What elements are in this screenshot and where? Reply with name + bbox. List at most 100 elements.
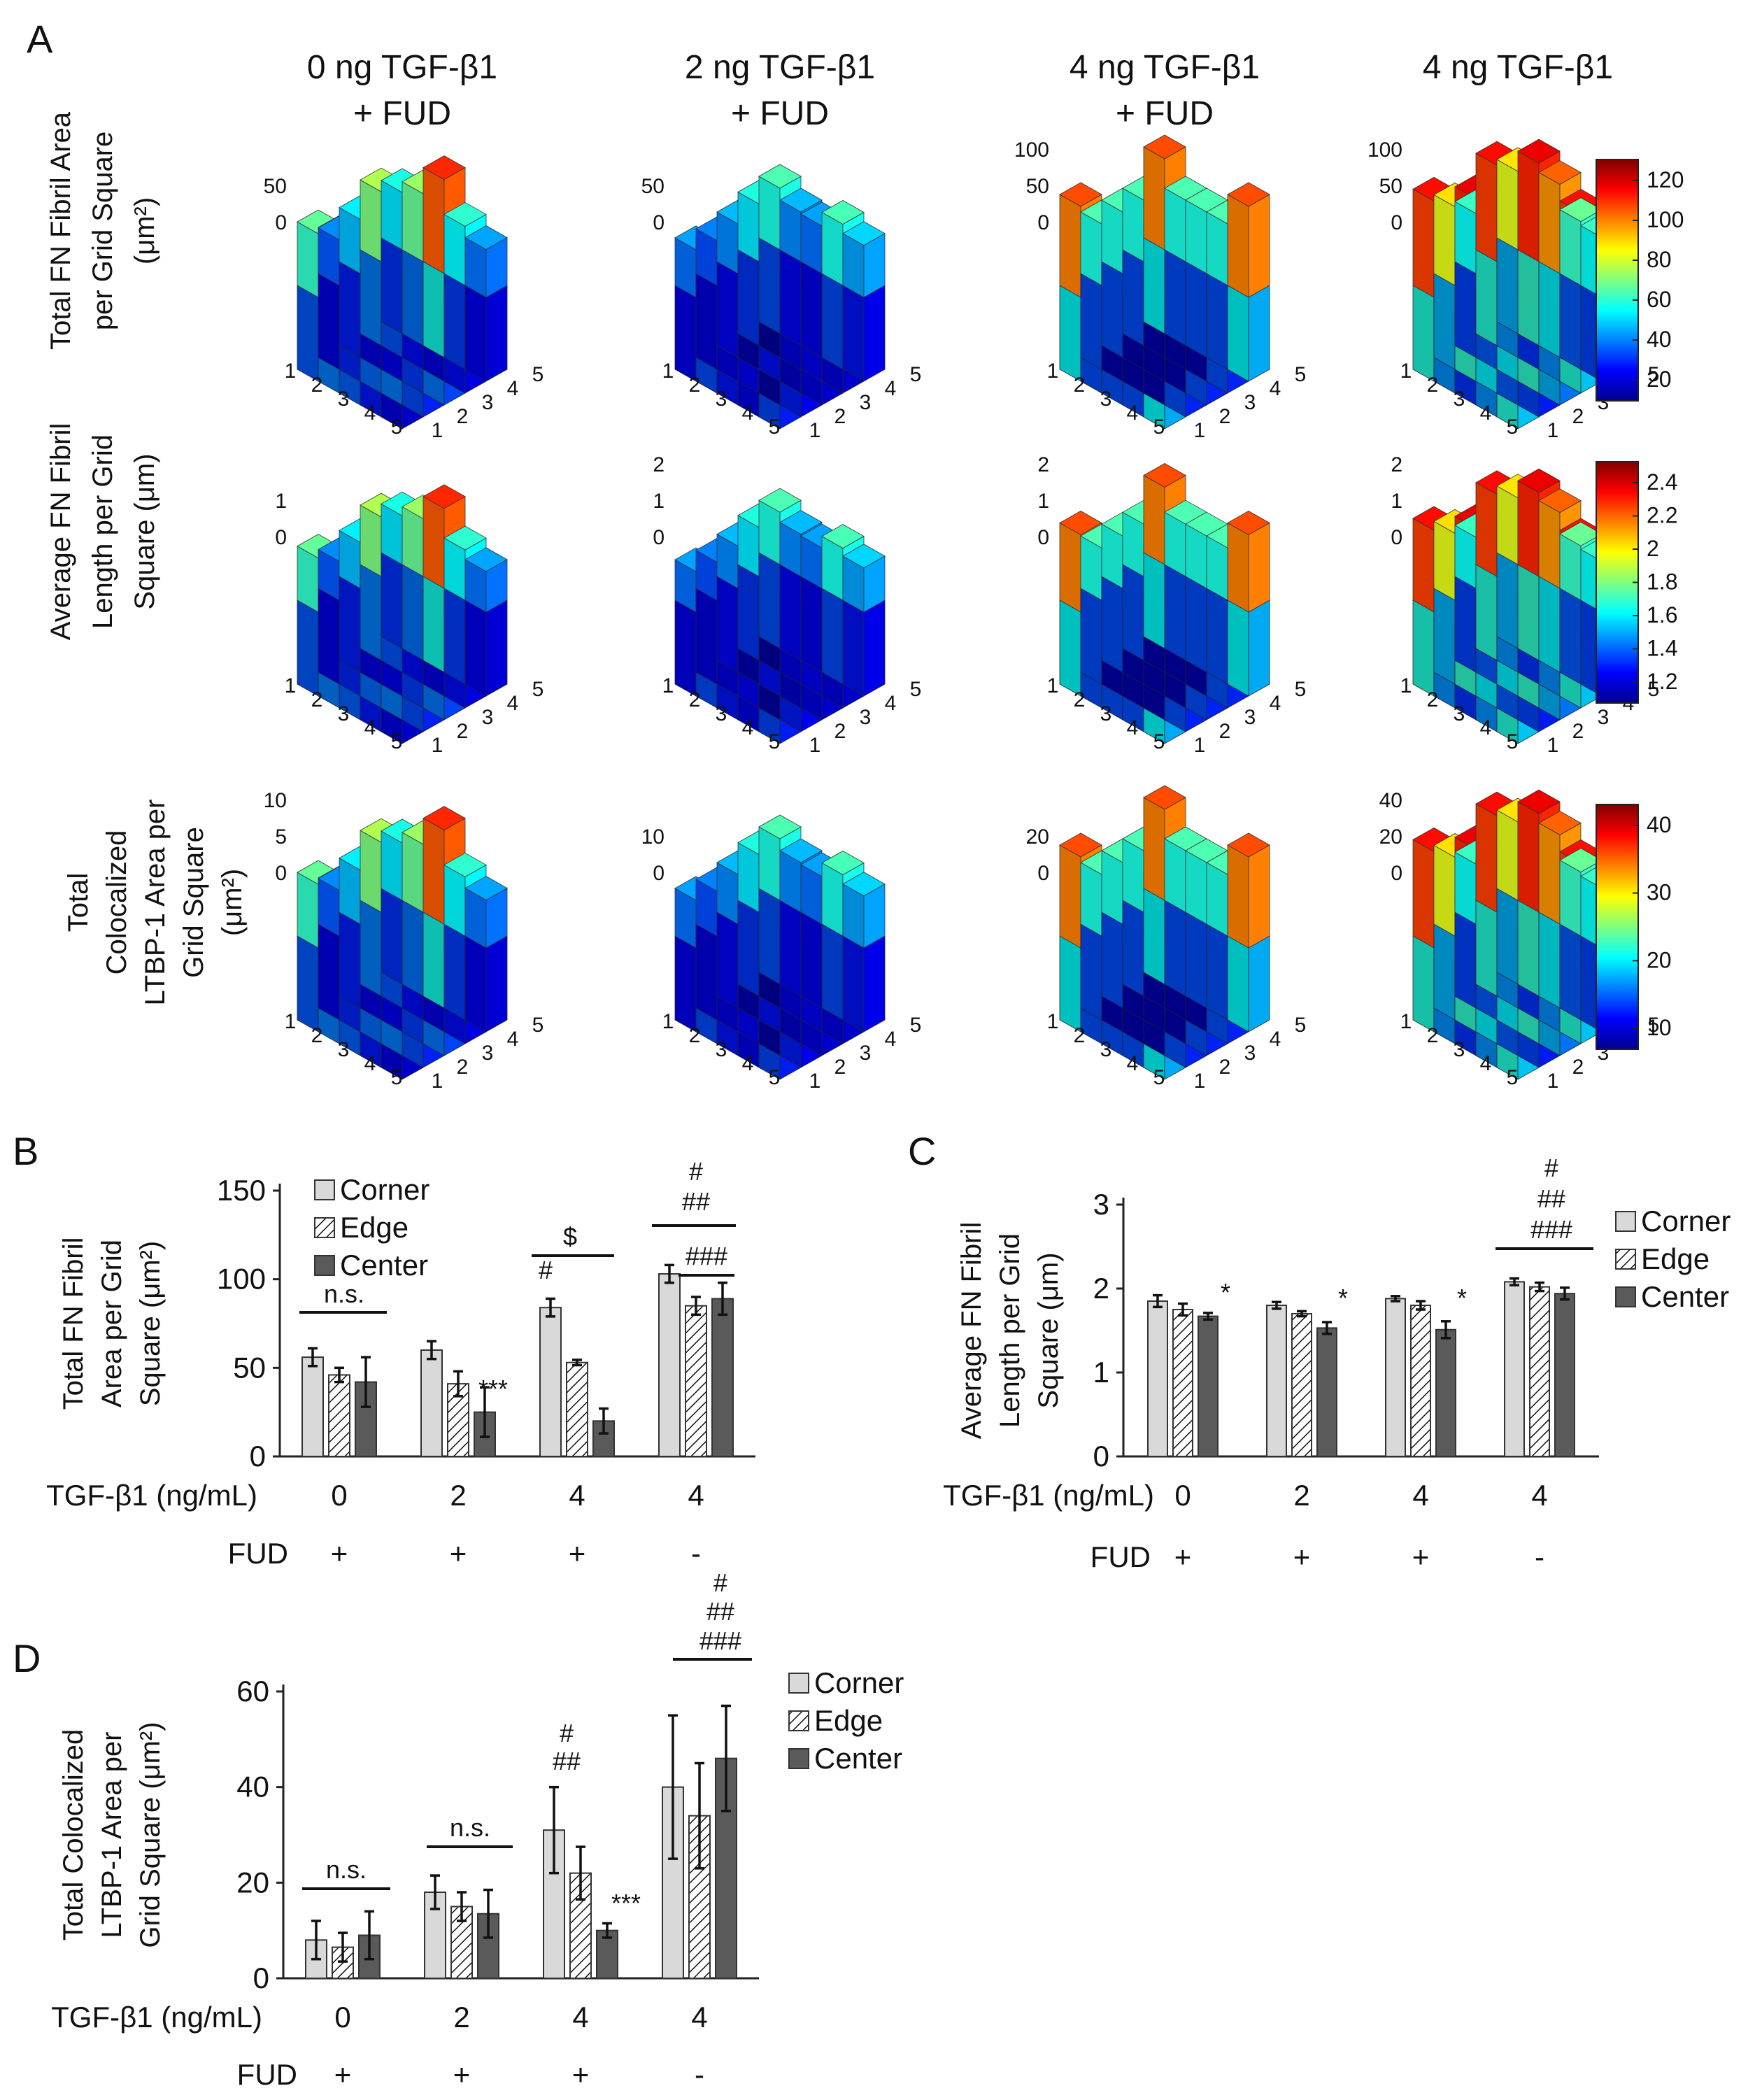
- row-label: Length per Grid: [87, 434, 118, 629]
- bar-side: [674, 600, 697, 697]
- bar-face-left: [1433, 844, 1456, 937]
- bar-face-left: [1517, 150, 1540, 262]
- z-axis-tick: 1: [1391, 490, 1402, 513]
- grid-axis-label-left: 5: [769, 416, 781, 439]
- bar-side: [1185, 911, 1207, 1009]
- y-axis-label: Total Colocalized: [58, 1729, 89, 1941]
- bar-side: [339, 911, 361, 1009]
- panel-letter-a: A: [27, 17, 53, 61]
- bar-side: [1164, 564, 1186, 661]
- bar-side: [1227, 285, 1249, 382]
- z-axis-tick: 20: [1026, 825, 1049, 849]
- significance-mark: #: [689, 1157, 703, 1186]
- grid-axis-label-right: 1: [432, 734, 443, 757]
- bar-side: [1101, 576, 1123, 673]
- grid-axis-label-left: 1: [662, 360, 674, 383]
- grid-axis-label-left: 1: [285, 360, 297, 383]
- grid-axis-label-left: 3: [1454, 1038, 1465, 1061]
- colorbar-tick-label: 2: [1647, 536, 1659, 561]
- bar-face-left: [1101, 850, 1123, 925]
- z-axis-tick: 0: [1391, 211, 1402, 234]
- grid-axis-label-left: 2: [311, 688, 323, 711]
- bar-face-left: [1227, 194, 1249, 298]
- x-category-label: 4: [1531, 1479, 1547, 1512]
- legend-label: Edge: [340, 1211, 408, 1244]
- colorbar-tick-label: 10: [1647, 1015, 1672, 1040]
- x-category-label: 0: [334, 2001, 350, 2034]
- grid-axis-label-right: 5: [1295, 1014, 1307, 1037]
- grid-axis-label-right: 4: [885, 692, 897, 715]
- legend-label: Corner: [340, 1173, 429, 1206]
- grid-axis-label-right: 2: [834, 1056, 846, 1079]
- bar-top: [1538, 488, 1582, 513]
- grid-axis-label-left: 3: [716, 388, 727, 411]
- z-axis-tick: 0: [1391, 862, 1402, 885]
- colorbar-tick-label: 20: [1647, 367, 1672, 392]
- grid-axis-label-left: 4: [742, 402, 754, 425]
- z-axis-tick: 1: [275, 490, 287, 513]
- grid-axis-label-right: 5: [1648, 363, 1660, 386]
- bar-top: [779, 838, 823, 863]
- panel-a-column-titles: 0 ng TGF-β1 + FUD 2 ng TGF-β1 + FUD 4 ng TGF…: [307, 49, 1613, 132]
- bar-side: [381, 888, 403, 985]
- row-label: Colocalized: [101, 830, 132, 975]
- column-subtitle: + FUD: [1116, 95, 1214, 132]
- panel-c: C Average FN Fibril Length per Grid Square …: [908, 1129, 1731, 1573]
- bar-top: [842, 221, 886, 246]
- legend-label: Corner: [814, 1666, 904, 1699]
- bar-side: [1143, 888, 1165, 985]
- bar-face-left: [1517, 801, 1540, 913]
- column-title: 4 ng TGF-β1: [1070, 49, 1260, 86]
- bar-face-left: [360, 830, 382, 913]
- grid-axis-label-right: 5: [1295, 363, 1307, 386]
- bar-edge: [688, 1815, 711, 1980]
- grid-axis-label-left: 2: [1074, 688, 1086, 711]
- bar-side: [1080, 923, 1102, 1021]
- x-category-label: 0: [331, 1479, 347, 1512]
- bar-side: [1059, 600, 1081, 697]
- bar-face-right: [1248, 194, 1270, 298]
- bar-side: [402, 564, 424, 661]
- significance-mark: #: [1544, 1154, 1558, 1182]
- bar-face-left: [1454, 201, 1477, 274]
- colorbar-tick-label: 30: [1647, 880, 1672, 905]
- row-label: (μm²): [129, 197, 160, 264]
- y-tick-label: 0: [250, 1440, 266, 1473]
- grid-axis-label-right: 5: [910, 1014, 922, 1037]
- bar-face-left: [1185, 850, 1207, 925]
- bar-face-left: [1496, 809, 1519, 901]
- colorbar-tick-label: 120: [1647, 167, 1684, 192]
- row-label: Square (μm): [129, 453, 160, 609]
- bar-top: [821, 851, 865, 875]
- bar-side: [1433, 273, 1456, 370]
- bar-side: [779, 249, 802, 346]
- x-category-label: 4: [572, 2001, 588, 2034]
- bar-face-left: [1496, 485, 1519, 565]
- bar-side: [1433, 923, 1456, 1021]
- bar-side: [1185, 576, 1207, 673]
- bar-face-left: [360, 504, 382, 577]
- bar-face-left: [1412, 188, 1435, 298]
- bar-edge: [1529, 1286, 1550, 1457]
- bar-top: [1143, 463, 1186, 488]
- bar-side: [360, 249, 382, 346]
- colorbar-tick-label: 1.4: [1647, 636, 1677, 661]
- bar-face-left: [1122, 187, 1144, 262]
- legend-label: Center: [814, 1742, 902, 1775]
- column-title: 0 ng TGF-β1: [307, 49, 497, 86]
- bar-top: [758, 814, 802, 839]
- bar-top: [1059, 511, 1102, 535]
- bar-top: [1059, 832, 1102, 858]
- bar-top: [1143, 785, 1186, 810]
- colorbar-tick-label: 80: [1647, 247, 1672, 272]
- bar-top: [1538, 160, 1582, 185]
- bar-face-left: [1143, 797, 1165, 901]
- bar-top: [1227, 832, 1270, 858]
- grid-axis-label-left: 1: [1047, 674, 1059, 697]
- panel-letter: D: [13, 1636, 41, 1680]
- bar-side: [1475, 900, 1498, 997]
